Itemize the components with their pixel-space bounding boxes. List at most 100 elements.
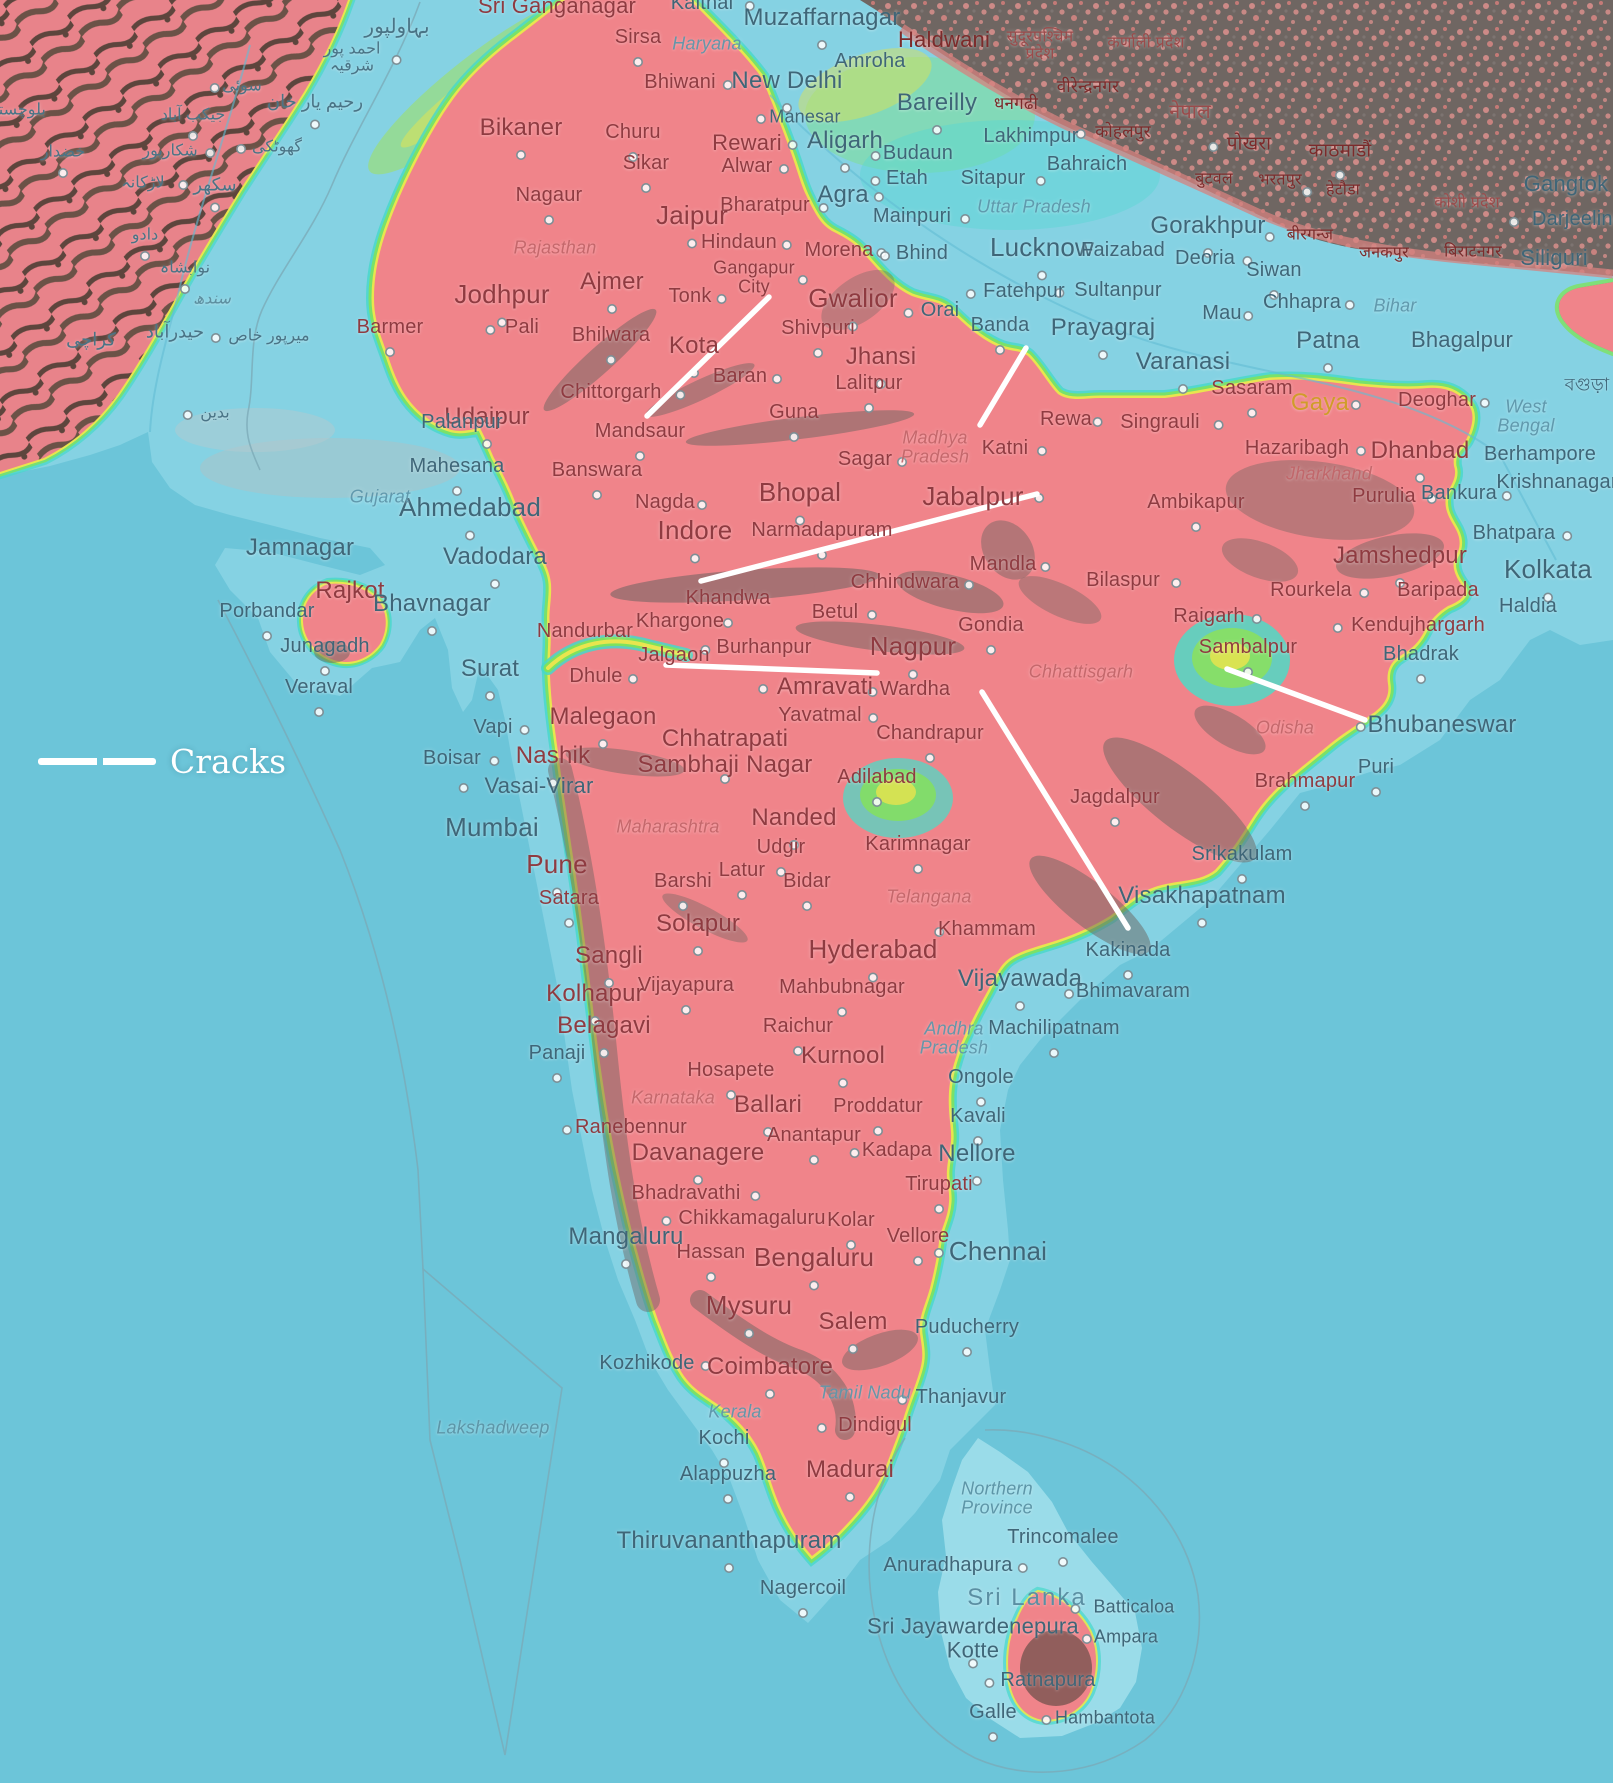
city-marker [606, 303, 617, 314]
city-marker [933, 1248, 944, 1259]
city-marker [1070, 1604, 1081, 1615]
city-marker [870, 151, 881, 162]
city-marker [743, 1328, 754, 1339]
city-marker [897, 1395, 908, 1406]
city-marker [912, 863, 923, 874]
city-marker [1017, 1563, 1028, 1574]
city-marker [722, 1494, 733, 1505]
city-marker [426, 625, 437, 636]
city-marker [561, 1125, 572, 1136]
city-marker [844, 1492, 855, 1503]
city-marker [551, 887, 562, 898]
city-marker [692, 945, 703, 956]
city-marker [597, 738, 608, 749]
city-marker [1355, 721, 1366, 732]
city-marker [1251, 613, 1262, 624]
city-marker [489, 578, 500, 589]
city-marker [816, 39, 827, 50]
city-marker [961, 1347, 972, 1358]
city-marker [319, 665, 330, 676]
city-marker [675, 389, 686, 400]
city-marker [1323, 362, 1334, 373]
city-marker [1300, 800, 1311, 811]
crack-line [977, 345, 1029, 428]
city-marker [1171, 577, 1182, 588]
city-marker [680, 1004, 691, 1015]
city-marker [1350, 399, 1361, 410]
city-marker [188, 131, 199, 142]
city-marker [775, 866, 786, 877]
city-marker [875, 378, 886, 389]
city-marker [1064, 988, 1075, 999]
city-marker [987, 1732, 998, 1743]
city-marker [236, 144, 247, 155]
city-marker [972, 1136, 983, 1147]
city-marker [778, 164, 789, 175]
city-marker [907, 669, 918, 680]
city-marker [700, 1361, 711, 1372]
city-marker [816, 1423, 827, 1434]
city-marker [1247, 407, 1258, 418]
city-marker [700, 644, 711, 655]
city-marker [837, 1078, 848, 1089]
city-marker [589, 1015, 600, 1026]
city-marker [1416, 673, 1427, 684]
himalaya [860, 0, 1613, 279]
city-marker [1509, 217, 1520, 228]
city-marker [391, 54, 402, 65]
city-marker [912, 1256, 923, 1267]
city-marker [812, 347, 823, 358]
city-marker [620, 1259, 631, 1270]
city-marker [722, 617, 733, 628]
city-marker [924, 752, 935, 763]
city-marker [1058, 1557, 1069, 1568]
city-marker [873, 192, 884, 203]
city-marker [57, 168, 68, 179]
city-marker [871, 796, 882, 807]
city-marker [496, 317, 507, 328]
city-marker [1178, 383, 1189, 394]
city-marker [1110, 816, 1121, 827]
city-marker [1415, 472, 1426, 483]
city-marker [686, 238, 697, 249]
city-marker [209, 83, 220, 94]
city-marker [696, 499, 707, 510]
city-marker [1479, 397, 1490, 408]
city-marker [1191, 521, 1202, 532]
city-marker [801, 900, 812, 911]
city-marker [1356, 445, 1367, 456]
city-marker [1269, 289, 1280, 300]
city-marker [870, 176, 881, 187]
city-marker [1332, 622, 1343, 633]
city-marker [1213, 419, 1224, 430]
crack-line [1224, 666, 1368, 723]
city-marker [543, 215, 554, 226]
city-marker [839, 163, 850, 174]
city-marker [1041, 1715, 1052, 1726]
city-marker [484, 690, 495, 701]
city-marker [872, 1126, 883, 1137]
city-marker [723, 1563, 734, 1574]
city-marker [863, 402, 874, 413]
city-marker [603, 977, 614, 988]
border-india-pakistan [246, 1, 421, 471]
city-marker [1075, 129, 1086, 140]
maritime-line-sri-lanka [868, 1429, 1201, 1773]
city-marker [994, 344, 1005, 355]
city-marker [750, 1191, 761, 1202]
city-marker [451, 485, 462, 496]
city-marker [632, 56, 643, 67]
lakshadweep-boundary [422, 1267, 563, 1756]
city-marker [722, 80, 733, 91]
city-marker [866, 609, 877, 620]
city-marker [1098, 349, 1109, 360]
city-marker [960, 214, 971, 225]
city-marker [808, 1155, 819, 1166]
city-marker [1092, 416, 1103, 427]
city-marker [1395, 577, 1406, 588]
city-marker [1049, 1048, 1060, 1059]
city-marker [808, 1280, 819, 1291]
city-marker [1037, 270, 1048, 281]
city-marker [563, 917, 574, 928]
